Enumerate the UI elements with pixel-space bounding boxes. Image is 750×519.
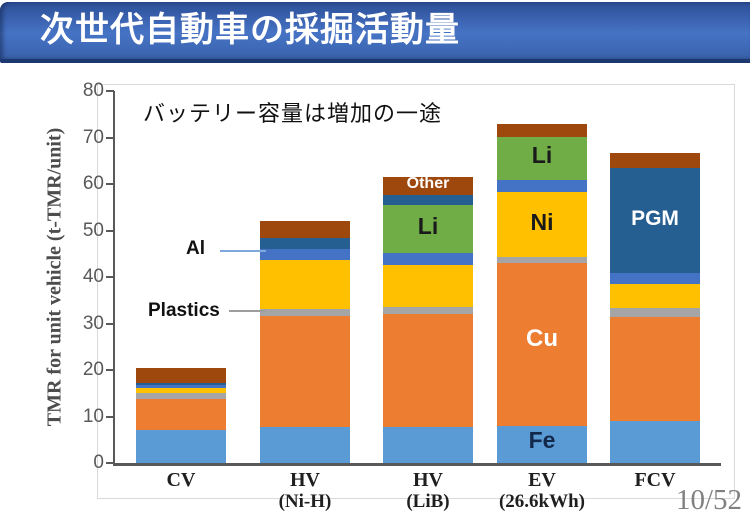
bar-segment-plastics [136,392,226,399]
chart-annotation: バッテリー容量は増加の一途 [143,101,443,126]
bar-segment-cu [497,263,587,426]
x-axis-label: HV [290,469,320,491]
y-axis-tick [106,415,114,418]
bar-segment-other [260,221,350,238]
bar-segment-cu [136,398,226,430]
bar-segment-other [610,152,700,169]
y-axis-title: TMR for unit vehicle (t-TMR/unit) [43,127,66,427]
y-axis-tick [106,90,114,92]
y-axis-tick [106,136,114,139]
bar-segment-al [610,272,700,284]
bar-segment-ni [497,192,587,258]
y-axis-tick [106,183,114,185]
x-axis-label: EV [528,469,556,491]
bar-segment-al [497,179,587,193]
y-axis-tick-label: 10 [82,405,104,427]
bar-material-label: Li [417,213,439,239]
y-axis-tick-label: 70 [82,126,104,148]
bar-material-label: Cu [526,325,558,353]
bar-segment-ni [383,264,473,308]
bar-segment-plastics [260,309,350,317]
bar-segment-pgm [610,168,700,273]
bar-segment-fe [136,429,226,463]
x-axis-sublabel: (26.6kWh) [498,491,586,512]
title-banner: 次世代自動車の採掘活動量 [0,2,750,63]
bar-segment-ni [260,259,350,310]
bar-segment-fe [383,427,473,463]
bar-material-label: Ni [530,208,554,235]
y-axis-tick-label: 40 [82,266,104,287]
callout-al-label: Al [186,238,205,259]
bar-segment-al [260,249,350,260]
y-axis-tick [106,276,114,278]
bar-segment-plastics [497,257,587,264]
callout-al-leader-line [220,250,266,252]
bar-material-label: Other [406,175,450,193]
bar-segment-cu [383,314,473,428]
bar-material-label: Li [531,141,553,168]
x-axis-sublabel: (LiB) [406,491,450,512]
bar-segment-pgm [383,195,473,205]
bar-segment-other [383,177,473,196]
bar-segment-plastics [610,307,700,317]
bar-segment-li [383,204,473,253]
callout-plastics-leader-line [229,310,265,312]
x-axis-label: FCV [634,469,676,491]
y-axis-tick [106,229,114,232]
bar-segment-pgm [136,383,226,386]
bar-segment-other [136,368,226,383]
y-axis-tick [106,369,114,371]
bar-segment-cu [610,316,700,422]
bar-segment-al [136,385,226,389]
x-axis-sublabel: (Ni-H) [278,491,332,512]
bar-segment-plastics [383,307,473,315]
x-axis-label: HV [413,469,443,491]
bar-segment-al [383,252,473,265]
x-axis-label: CV [166,469,196,491]
bar-segment-cu [260,316,350,428]
bar-segment-ni [610,283,700,308]
y-axis-tick-label: 20 [82,359,104,380]
y-axis-line [113,91,115,465]
y-axis-tick-label: 30 [82,312,104,334]
y-axis-tick-label: 50 [82,219,104,241]
y-axis-tick-label: 60 [82,173,104,194]
y-axis-tick [106,322,114,325]
bar-segment-fe [497,425,587,463]
bar-segment-pgm [260,237,350,250]
callout-plastics-label: Plastics [148,300,220,321]
bar-segment-fe [260,427,350,463]
y-axis-tick [106,462,114,464]
bar-segment-other [497,124,587,138]
y-axis-tick-label: 80 [82,80,104,101]
bar-segment-fe [610,421,700,463]
slide-title: 次世代自動車の採掘活動量 [40,11,460,49]
page-number: 10/52 [676,484,743,516]
x-axis-line [113,463,721,466]
bar-material-label: PGM [631,207,679,231]
bar-segment-li [497,137,587,180]
y-axis-tick-label: 0 [93,452,104,473]
bar-material-label: Fe [528,426,556,453]
bar-segment-ni [136,388,226,393]
